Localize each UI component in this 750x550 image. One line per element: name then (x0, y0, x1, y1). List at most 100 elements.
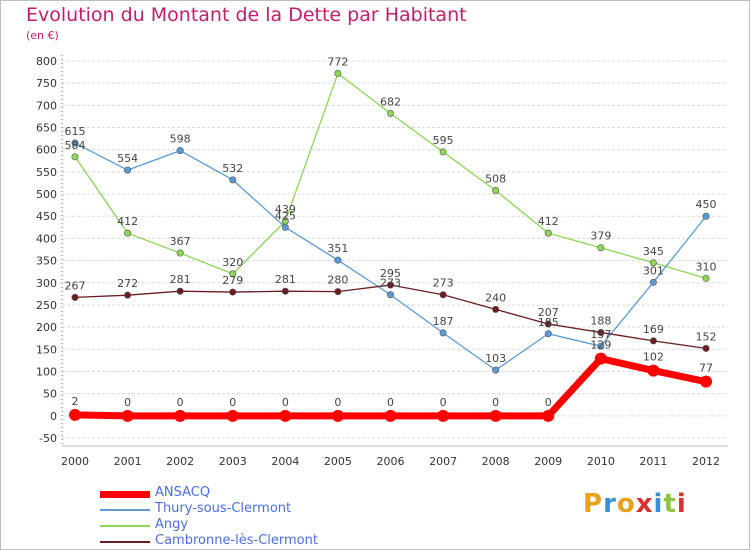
data-label: 2 (72, 395, 79, 408)
data-label: 240 (485, 291, 506, 304)
data-point (492, 187, 500, 195)
x-tick-label: 2009 (534, 455, 562, 468)
y-tick-label: 200 (36, 321, 57, 334)
proxiti-logo: Proxiti (583, 489, 687, 519)
data-point (437, 409, 450, 422)
x-tick-label: 2010 (587, 455, 615, 468)
data-point (69, 408, 81, 421)
logo-letter: o (616, 489, 636, 519)
data-point (649, 278, 657, 286)
data-point (229, 288, 237, 296)
legend-label: Thury-sous-Clermont (155, 501, 292, 516)
data-point (492, 305, 500, 313)
y-tick-label: 0 (50, 410, 57, 423)
data-label-layer: 5844123673204397726825955084123793453106… (65, 55, 717, 408)
data-label: 169 (643, 323, 664, 336)
data-label: 450 (696, 198, 717, 211)
data-label: 187 (433, 315, 454, 328)
data-label: 152 (696, 330, 717, 343)
data-label: 103 (485, 352, 506, 365)
data-point (71, 293, 79, 301)
data-point (439, 329, 447, 337)
logo-letter: P (583, 489, 604, 519)
x-tick-label: 2012 (692, 455, 720, 468)
data-label: 0 (440, 396, 447, 409)
logo-letter: i (676, 489, 687, 519)
data-point (702, 344, 710, 352)
data-label: 281 (170, 273, 191, 286)
data-label: 598 (170, 133, 191, 146)
y-tick-label: 750 (36, 77, 57, 90)
data-point (334, 288, 342, 296)
logo-letter: x (635, 489, 654, 519)
data-point (597, 244, 605, 252)
data-label: 595 (433, 134, 454, 147)
y-tick-label: 300 (36, 277, 57, 290)
data-point (439, 291, 447, 299)
legend-swatch (100, 525, 150, 527)
data-point (439, 148, 447, 156)
grid-layer (62, 60, 728, 439)
data-point (544, 229, 552, 237)
x-tick-label: 2002 (166, 455, 194, 468)
data-point (281, 287, 289, 295)
data-label: 0 (229, 396, 236, 409)
data-label: 0 (124, 396, 131, 409)
logo-letter: t (663, 489, 677, 519)
data-label: 508 (485, 173, 506, 186)
data-label: 554 (117, 152, 138, 165)
data-label: 682 (380, 95, 401, 108)
data-label: 0 (177, 396, 184, 409)
x-tick-label: 2006 (377, 455, 405, 468)
data-label: 129 (590, 339, 611, 352)
data-label: 77 (699, 362, 713, 375)
data-label: 0 (492, 396, 499, 409)
data-label: 267 (65, 279, 86, 292)
data-label: 0 (282, 396, 289, 409)
series-layer (69, 69, 712, 422)
data-label: 320 (222, 256, 243, 269)
data-point (176, 147, 184, 155)
data-point (124, 229, 132, 237)
y-tick-label: 450 (36, 210, 57, 223)
data-point (331, 409, 344, 422)
y-tick-label: 650 (36, 122, 57, 135)
data-label: 412 (117, 215, 138, 228)
data-label: 439 (275, 203, 296, 216)
y-tick-label: 250 (36, 299, 57, 312)
data-point (334, 69, 342, 77)
x-tick-label: 2003 (219, 455, 247, 468)
chart-title: Evolution du Montant de la Dette par Hab… (26, 4, 467, 26)
data-label: 532 (222, 162, 243, 175)
data-point (176, 287, 184, 295)
data-label: 0 (387, 396, 394, 409)
data-point (647, 364, 660, 377)
data-point (384, 409, 397, 422)
data-label: 185 (538, 316, 559, 329)
data-label: 0 (334, 396, 341, 409)
data-point (649, 259, 657, 267)
data-label: 273 (433, 277, 454, 290)
data-label: 272 (117, 277, 138, 290)
data-point (281, 223, 289, 231)
y-tick-label: 550 (36, 166, 57, 179)
data-label: 310 (696, 260, 717, 273)
chart-subtitle: (en €) (26, 29, 59, 42)
x-tick-label: 2000 (61, 455, 89, 468)
data-label: 367 (170, 235, 191, 248)
data-point (71, 139, 79, 147)
data-label: 351 (327, 242, 348, 255)
data-label: 295 (380, 267, 401, 280)
x-tick-label: 2008 (482, 455, 510, 468)
y-tick-label: 700 (36, 99, 57, 112)
data-point (594, 352, 607, 365)
y-tick-label: 500 (36, 188, 57, 201)
data-point (229, 176, 237, 184)
axis-layer: -500501001502002503003504004505005506006… (36, 55, 728, 468)
data-label: 273 (380, 277, 401, 290)
legend-swatch (100, 490, 150, 498)
data-point (386, 291, 394, 299)
y-tick-label: 400 (36, 232, 57, 245)
x-tick-label: 2001 (114, 455, 142, 468)
data-point (544, 320, 552, 328)
